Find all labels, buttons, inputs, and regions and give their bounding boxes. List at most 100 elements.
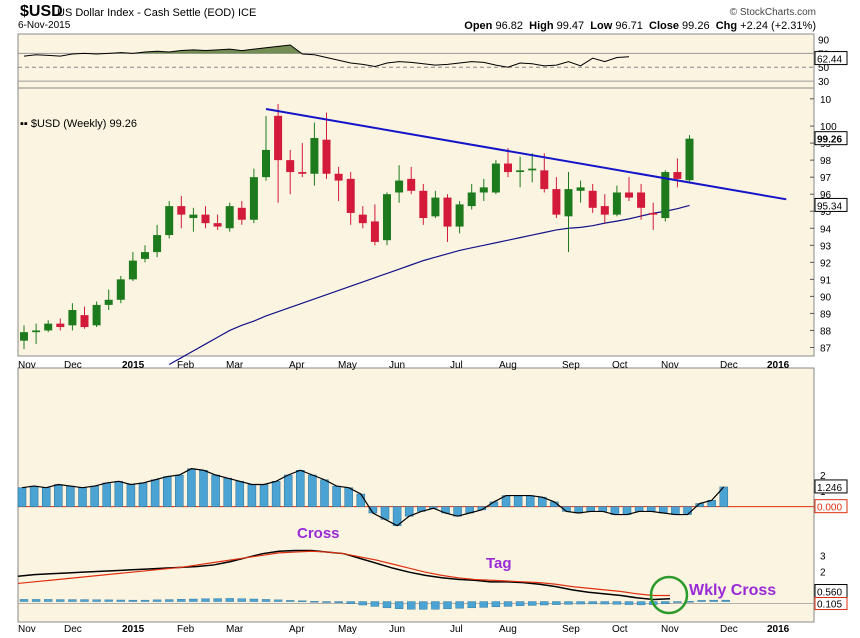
descending-trendline <box>265 108 787 201</box>
price-tick-label: 95 <box>820 207 832 218</box>
histogram-bar <box>513 495 523 507</box>
x-tick-label-top: 2015 <box>122 360 145 371</box>
annotation-tag: Tag <box>486 555 512 572</box>
candle-body <box>128 260 137 280</box>
candle-body <box>637 192 646 208</box>
macd-histogram-bar <box>298 600 307 603</box>
histogram-bar <box>150 479 160 507</box>
candle-body <box>225 206 234 229</box>
price-series-label: ▪▪ $USD (Weekly) 99.26 <box>20 118 137 130</box>
candle <box>600 194 609 224</box>
x-tick-label-bottom: Dec <box>720 624 738 635</box>
candle <box>455 201 464 234</box>
price-tick-label: 10 <box>820 95 832 106</box>
macd-histogram-bar <box>152 599 162 602</box>
chg-value: +2.24 (+2.31%) <box>740 20 816 32</box>
price-value-label: 99.26 <box>817 135 842 146</box>
candle-body <box>649 212 658 215</box>
candle-body <box>625 192 633 198</box>
price-panel <box>17 87 815 357</box>
macd-histogram-bar <box>322 601 331 603</box>
candle <box>92 301 101 328</box>
macd-histogram-bar <box>576 601 585 605</box>
macd-histogram-bar <box>612 601 622 605</box>
candle-body <box>612 192 621 215</box>
macd-histogram-bar <box>225 598 234 602</box>
macd-histogram-bar <box>92 599 101 602</box>
candle-body <box>116 279 125 300</box>
candle <box>576 180 585 203</box>
price-tick-label: 91 <box>820 275 832 286</box>
macd-tick-label: 2 <box>820 567 826 578</box>
rsi-value-box <box>814 51 848 66</box>
candle-body <box>249 177 258 220</box>
x-tick-label-bottom: Oct <box>612 624 628 635</box>
close-value: 99.26 <box>682 20 710 32</box>
price-tick-label: 100 <box>820 122 837 133</box>
x-tick-label-bottom: Sep <box>562 624 580 635</box>
candle <box>201 206 210 229</box>
macd-histogram-bar <box>455 601 464 609</box>
candle <box>540 153 549 193</box>
histogram-bar <box>175 474 184 507</box>
histogram-bar <box>344 487 353 507</box>
candle-body <box>274 115 283 161</box>
histogram-tick-label: 2 <box>820 471 826 482</box>
ma-value-box <box>814 197 848 212</box>
candle <box>625 177 633 202</box>
candle <box>68 303 77 331</box>
candle-body <box>56 323 65 328</box>
histogram-bar <box>126 484 136 507</box>
macd-histogram-bar <box>491 601 501 608</box>
candle-body <box>92 304 101 326</box>
x-tick-label-top: Jun <box>389 360 405 371</box>
histogram-bar <box>102 482 111 507</box>
price-tick-label: 92 <box>820 258 832 269</box>
candle <box>141 245 149 263</box>
stockcharts-brand: © StockCharts.com <box>729 7 816 18</box>
candle-body <box>80 315 89 328</box>
candle-body <box>383 194 391 241</box>
histogram-zero-box <box>814 499 848 514</box>
candle <box>443 194 452 242</box>
candle <box>20 325 28 350</box>
price-tick-label: 97 <box>820 173 832 184</box>
x-tick-label-top: Nov <box>18 360 36 371</box>
histogram-bar <box>598 506 608 512</box>
macd-histogram-bar <box>68 599 77 602</box>
candle <box>128 252 137 282</box>
histogram-value-box <box>814 479 848 494</box>
macd-histogram-bar <box>443 601 452 610</box>
indicator-panel <box>17 367 815 623</box>
macd-histogram-bar <box>189 598 198 602</box>
candle-body <box>310 137 319 174</box>
chart-date: 6-Nov-2015 <box>18 20 71 31</box>
x-tick-label-top: Feb <box>177 360 195 371</box>
macd-histogram-bar <box>636 601 646 606</box>
candle <box>491 160 500 195</box>
macd-histogram-bar <box>661 601 670 604</box>
symbol-title: $USD <box>20 3 63 20</box>
instrument-name: US Dollar Index - Cash Settle (EOD) ICE <box>57 7 256 19</box>
candle-body <box>213 223 222 227</box>
open-label: Open <box>464 20 493 32</box>
histogram-bar <box>90 485 99 507</box>
macd-histogram-bar <box>237 598 247 602</box>
candle-body <box>201 214 210 224</box>
candle-body <box>661 172 670 219</box>
rsi-tick-label: 30 <box>818 77 830 88</box>
price-tick-label: 94 <box>820 224 832 235</box>
price-value-box <box>814 131 848 146</box>
macd-histogram-bar <box>540 601 549 606</box>
macd-histogram-bar <box>249 598 259 602</box>
macd-histogram-bar <box>80 599 89 602</box>
high-label: High <box>529 20 554 32</box>
candle <box>298 143 307 178</box>
macd-histogram-bar <box>419 601 428 610</box>
x-tick-label-top: May <box>338 360 357 371</box>
candle-body <box>153 235 162 253</box>
x-tick-label-top: Aug <box>499 360 517 371</box>
price-layer: ▪▪ $USD (Weekly) 99.26101009998979695949… <box>20 95 848 366</box>
